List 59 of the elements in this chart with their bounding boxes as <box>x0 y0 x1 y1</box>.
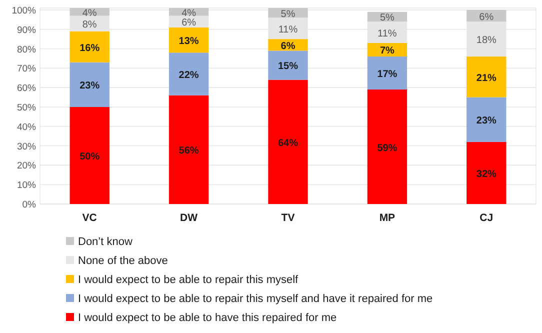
bar <box>168 27 209 53</box>
data-label: 32% <box>476 168 497 180</box>
y-tick-label: 10% <box>16 180 37 192</box>
bar <box>466 142 506 204</box>
y-tick-label: 60% <box>16 83 37 94</box>
data-label: 23% <box>80 80 100 92</box>
data-label: 4% <box>182 8 196 19</box>
bar <box>168 52 209 96</box>
data-label: 64% <box>278 138 298 149</box>
data-label: 23% <box>476 116 497 127</box>
bar <box>268 50 308 80</box>
bar <box>168 95 209 204</box>
legend-label: I would expect to be able to repair this myself <box>78 274 300 286</box>
x-tick-label: DW <box>180 212 198 224</box>
data-label: 13% <box>178 36 199 48</box>
legend-label: None of the above <box>78 255 168 267</box>
bar <box>466 56 506 98</box>
y-tick-label: 30% <box>16 141 37 152</box>
data-label: 17% <box>377 69 398 80</box>
legend-label: I would expect to be able to repair this myself and have it repaired for me <box>78 293 433 305</box>
y-tick-label: 0% <box>22 200 37 210</box>
data-label: 8% <box>82 20 97 31</box>
data-label: 5% <box>280 8 296 20</box>
data-label: 22% <box>178 70 199 81</box>
data-label: 6% <box>280 40 296 52</box>
data-label: 4% <box>82 8 97 19</box>
x-tick-label: CJ <box>480 212 494 224</box>
x-tick-label: MP <box>379 212 396 224</box>
y-tick-label: 80% <box>16 44 37 56</box>
data-label: 18% <box>476 35 497 46</box>
bar <box>367 90 408 204</box>
data-label: 59% <box>377 142 398 154</box>
y-tick-label: 20% <box>16 160 37 172</box>
bar <box>70 31 110 62</box>
y-tick-label: 100% <box>12 5 37 16</box>
legend-label: Don’t know <box>78 236 132 248</box>
bar <box>70 106 110 204</box>
y-tick-label: 70% <box>16 64 37 75</box>
data-label: 6% <box>182 18 196 29</box>
data-label: 21% <box>476 72 497 84</box>
legend-label: I would expect to be able to have this repaired for me <box>78 312 337 324</box>
bar <box>466 97 506 142</box>
y-tick-label: 50% <box>16 102 37 114</box>
data-label: 7% <box>380 46 395 57</box>
x-tick-label: VC <box>82 212 98 224</box>
data-label: 15% <box>278 61 298 72</box>
data-label: 50% <box>80 151 100 162</box>
y-tick-label: 40% <box>16 122 37 133</box>
data-label: 56% <box>178 146 199 157</box>
data-label: 6% <box>479 12 494 23</box>
data-label: 16% <box>80 42 100 54</box>
x-tick-label: TV <box>281 212 295 224</box>
bar <box>367 56 408 90</box>
y-tick-label: 90% <box>16 24 37 36</box>
data-label: 11% <box>378 28 397 40</box>
data-label: 11% <box>278 24 298 36</box>
bar <box>268 80 308 204</box>
bar <box>70 62 110 107</box>
data-label: 5% <box>380 12 395 24</box>
